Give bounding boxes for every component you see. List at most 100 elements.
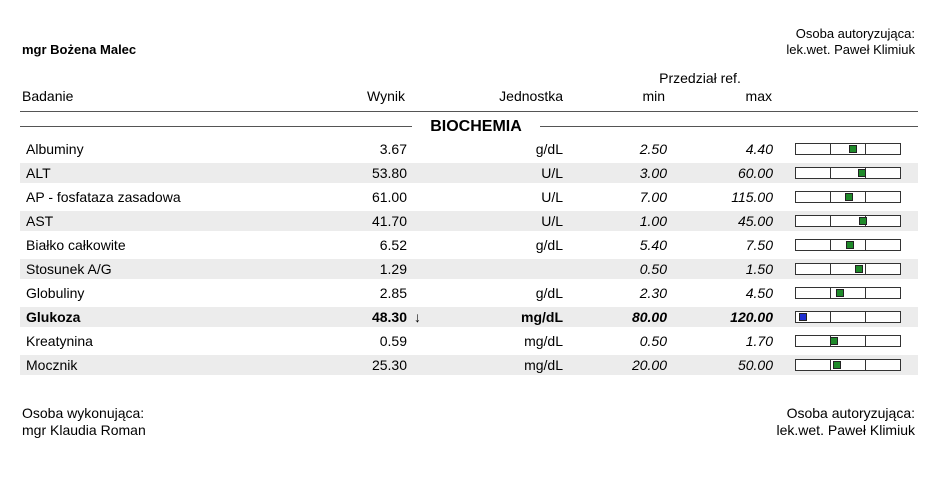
range-divider (865, 240, 866, 250)
result: 48.30 (371, 309, 407, 325)
row-shade (20, 211, 918, 231)
test-name: Glukoza (26, 309, 81, 325)
range-divider (830, 288, 831, 298)
unit: U/L (541, 165, 563, 181)
range-indicator (795, 167, 901, 179)
header-rule (20, 111, 918, 112)
test-name: ALT (26, 165, 51, 181)
section-title: BIOCHEMIA (430, 118, 522, 135)
ref-min: 1.00 (639, 213, 667, 229)
patient-owner: mgr Bożena Malec (22, 42, 137, 57)
range-indicator (795, 239, 901, 251)
range-divider (865, 144, 866, 154)
col-test: Badanie (22, 88, 74, 104)
result: 53.80 (371, 165, 407, 181)
ref-range-header: Przedział ref. (659, 70, 741, 86)
result-marker (858, 169, 867, 177)
range-divider (830, 264, 831, 274)
range-indicator (795, 263, 901, 275)
range-indicator (795, 359, 901, 371)
test-name: AP - fosfataza zasadowa (26, 189, 181, 205)
range-divider (830, 192, 831, 202)
ref-max: 1.50 (745, 261, 773, 277)
result-marker (833, 361, 842, 369)
range-divider (865, 264, 866, 274)
ref-max: 4.40 (745, 141, 773, 157)
ref-max: 120.00 (730, 309, 773, 325)
ref-min: 3.00 (639, 165, 667, 181)
ref-min: 20.00 (631, 357, 667, 373)
range-divider (865, 312, 866, 322)
row-shade (20, 307, 918, 327)
unit: U/L (541, 213, 563, 229)
result: 0.59 (379, 333, 407, 349)
row-shade (20, 355, 918, 375)
result-flag: ↓ (414, 309, 421, 325)
result-marker (845, 241, 854, 249)
ref-max: 60.00 (737, 165, 773, 181)
result: 25.30 (371, 357, 407, 373)
ref-min: 7.00 (639, 189, 667, 205)
authorizer-label: Osoba autoryzująca: (786, 405, 915, 421)
range-divider (830, 360, 831, 370)
range-divider (865, 336, 866, 346)
result-marker (848, 145, 857, 153)
result: 3.67 (379, 141, 407, 157)
ref-max: 45.00 (737, 213, 773, 229)
section-rule (540, 126, 918, 127)
authorizer-name: lek.wet. Paweł Klimiuk (786, 42, 915, 57)
result-marker (854, 265, 863, 273)
range-indicator (795, 335, 901, 347)
ref-max: 50.00 (737, 357, 773, 373)
row-shade (20, 259, 918, 279)
unit: g/dL (535, 285, 563, 301)
range-divider (830, 168, 831, 178)
performer-name: mgr Klaudia Roman (22, 422, 146, 438)
row-shade (20, 163, 918, 183)
authorizer-label: Osoba autoryzująca: (795, 26, 915, 41)
result-marker (844, 193, 853, 201)
result-marker (829, 337, 838, 345)
test-name: Białko całkowite (26, 237, 126, 253)
result-marker (799, 313, 808, 321)
range-divider (830, 216, 831, 226)
result-marker (835, 289, 844, 297)
result-marker (859, 217, 868, 225)
authorizer-name: lek.wet. Paweł Klimiuk (776, 422, 916, 438)
range-divider (865, 360, 866, 370)
ref-max: 4.50 (745, 285, 773, 301)
unit: g/dL (535, 237, 563, 253)
range-indicator (795, 215, 901, 227)
ref-min: 5.40 (639, 237, 667, 253)
ref-max: 1.70 (745, 333, 773, 349)
range-indicator (795, 143, 901, 155)
range-divider (830, 144, 831, 154)
unit: mg/dL (524, 333, 563, 349)
ref-max: 7.50 (745, 237, 773, 253)
col-min: min (642, 88, 665, 104)
unit: mg/dL (521, 309, 563, 325)
range-divider (865, 288, 866, 298)
range-divider (830, 240, 831, 250)
test-name: Albuminy (26, 141, 84, 157)
ref-min: 80.00 (631, 309, 667, 325)
ref-min: 0.50 (639, 261, 667, 277)
unit: g/dL (535, 141, 563, 157)
col-max: max (745, 88, 772, 104)
range-divider (865, 192, 866, 202)
performer-label: Osoba wykonująca: (22, 405, 145, 421)
col-result: Wynik (367, 88, 405, 104)
test-name: Kreatynina (26, 333, 93, 349)
unit: mg/dL (524, 357, 563, 373)
result: 2.85 (379, 285, 407, 301)
test-name: Mocznik (26, 357, 78, 373)
ref-max: 115.00 (731, 189, 773, 205)
ref-min: 2.50 (639, 141, 667, 157)
test-name: Stosunek A/G (26, 261, 112, 277)
range-indicator (795, 287, 901, 299)
result: 41.70 (371, 213, 407, 229)
test-name: Globuliny (26, 285, 85, 301)
result: 1.29 (379, 261, 407, 277)
range-indicator (795, 191, 901, 203)
